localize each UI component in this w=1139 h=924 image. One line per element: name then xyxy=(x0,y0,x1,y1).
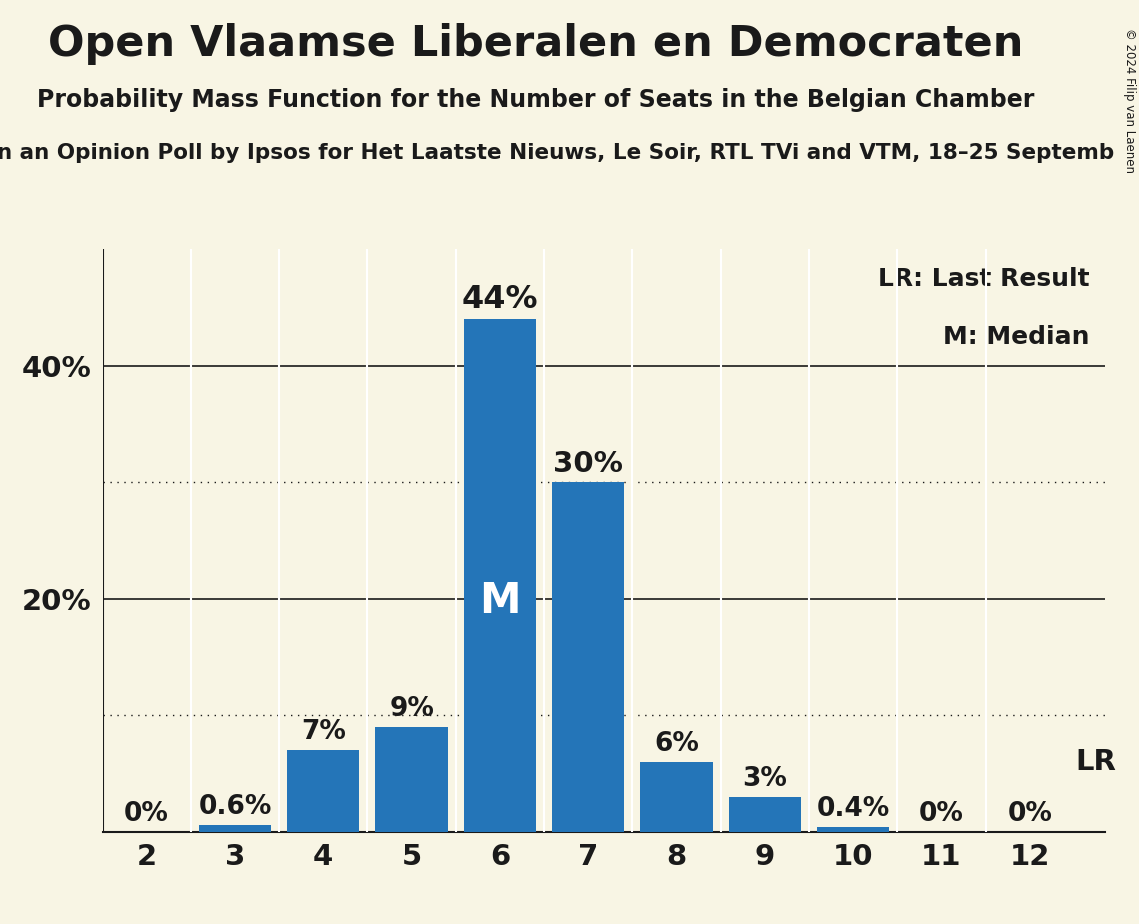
Text: 44%: 44% xyxy=(461,284,538,315)
Bar xyxy=(199,824,271,832)
Bar xyxy=(640,761,713,832)
Text: 9%: 9% xyxy=(390,696,434,723)
Text: 0.6%: 0.6% xyxy=(198,794,272,820)
Text: 6%: 6% xyxy=(654,731,699,757)
Text: 0%: 0% xyxy=(919,801,964,827)
Bar xyxy=(729,796,801,832)
Text: © 2024 Filip van Laenen: © 2024 Filip van Laenen xyxy=(1123,28,1136,173)
Text: n an Opinion Poll by Ipsos for Het Laatste Nieuws, Le Soir, RTL TVi and VTM, 18–: n an Opinion Poll by Ipsos for Het Laats… xyxy=(0,143,1114,164)
Bar xyxy=(552,482,624,832)
Text: M: Median: M: Median xyxy=(943,325,1090,349)
Text: 30%: 30% xyxy=(554,450,623,478)
Bar xyxy=(287,750,360,832)
Text: LR: LR xyxy=(1075,748,1116,776)
Text: Open Vlaamse Liberalen en Democraten: Open Vlaamse Liberalen en Democraten xyxy=(48,23,1023,65)
Text: M: M xyxy=(480,580,521,622)
Text: 0%: 0% xyxy=(1007,801,1052,827)
Text: 3%: 3% xyxy=(743,766,787,792)
Bar xyxy=(376,727,448,832)
Text: Probability Mass Function for the Number of Seats in the Belgian Chamber: Probability Mass Function for the Number… xyxy=(36,88,1034,112)
Text: LR: Last Result: LR: Last Result xyxy=(878,267,1090,291)
Text: 0.4%: 0.4% xyxy=(817,796,890,822)
Text: 0%: 0% xyxy=(124,801,169,827)
Bar xyxy=(464,320,536,832)
Bar xyxy=(817,827,890,832)
Text: 7%: 7% xyxy=(301,720,346,746)
